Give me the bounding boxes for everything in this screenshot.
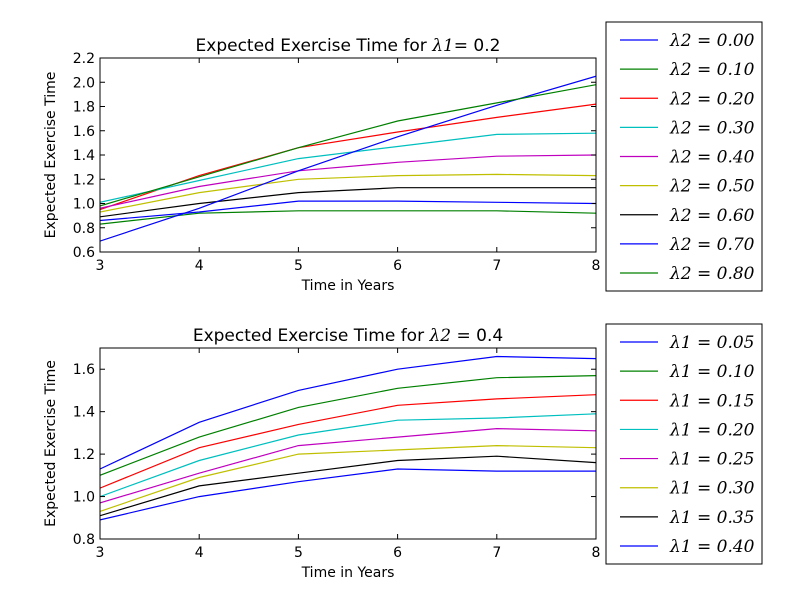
series-line-5 [100,154,596,209]
y-tick-label: 2.0 [73,75,95,91]
legend-entry-label: λ2 = 0.80 [669,264,755,284]
x-tick-label: 6 [393,545,402,561]
chart-title: Expected Exercise Time for λ2 = 0.4 [193,326,503,346]
legend-entry-label: λ1 = 0.35 [669,508,755,528]
x-tick-label: 8 [592,258,601,274]
legend-entry-label: λ2 = 0.70 [669,235,755,255]
y-tick-label: 1.6 [73,124,95,140]
x-tick-label: 4 [195,545,204,561]
y-tick-label: 1.4 [73,405,95,421]
legend-entry-label: λ1 = 0.05 [669,333,755,353]
legend-entry-label: λ2 = 0.00 [669,31,755,51]
x-tick-label: 4 [195,258,204,274]
series-line-1 [100,355,596,470]
series-line-4 [100,413,596,498]
y-tick-label: 1.2 [73,447,95,463]
x-tick-label: 3 [96,258,105,274]
legend-entry-label: λ1 = 0.30 [669,479,755,499]
y-axis-label: Expected Exercise Time [43,360,59,527]
x-axis-label: Time in Years [301,278,395,294]
series-line-2 [100,375,596,476]
legend: λ2 = 0.00 λ2 = 0.10 λ2 = 0.20 λ2 = 0.30 λ2 =… [605,21,763,292]
legend-entry-label: λ2 = 0.30 [669,118,755,138]
series-line-9 [100,84,596,207]
series-line-2 [100,210,596,225]
series-line-7 [100,455,596,517]
plot-frame [99,347,597,540]
y-tick-label: 0.8 [73,221,95,237]
y-tick-label: 1.0 [73,490,95,506]
legend-box [605,323,763,565]
chart-title: Expected Exercise Time for λ1= 0.2 [196,36,501,56]
legend-entry-label: λ2 = 0.10 [669,60,755,80]
x-tick-label: 7 [492,258,501,274]
y-axis-label: Expected Exercise Time [43,72,59,239]
legend-entry-label: λ1 = 0.40 [669,537,755,557]
plot-frame [99,57,597,253]
series-line-5 [100,427,596,504]
y-tick-label: 0.6 [73,245,95,261]
legend-entry-label: λ2 = 0.20 [669,89,755,109]
x-axis-label: Time in Years [301,565,395,581]
y-tick-label: 1.6 [73,362,95,378]
y-tick-label: 1.2 [73,172,95,188]
y-tick-label: 2.2 [73,51,95,67]
legend-entry-label: λ1 = 0.10 [669,362,755,382]
series-line-6 [100,173,596,213]
series-line-7 [100,187,596,218]
x-tick-label: 5 [294,545,303,561]
x-tick-label: 6 [393,258,402,274]
series-line-3 [100,103,596,211]
legend-entry-label: λ1 = 0.15 [669,391,755,411]
y-tick-label: 0.8 [73,532,95,548]
x-tick-label: 7 [492,545,501,561]
legend-entry-label: λ1 = 0.20 [669,420,755,440]
chart-panel-1: 3 4 5 6 7 8 0.6 0.8 1.0 1.2 1.4 1.6 1.8 2.0 2.2 Expecte… [43,21,763,294]
series-line-8 [100,75,596,242]
x-tick-label: 5 [294,258,303,274]
legend-entry-label: λ2 = 0.60 [669,206,755,226]
y-tick-label: 1.0 [73,197,95,213]
x-tick-label: 3 [96,545,105,561]
y-tick-label: 1.4 [73,148,95,164]
chart-panel-2: 3 4 5 6 7 8 0.8 1.0 1.2 1.4 1.6 Expected Exercise T… [43,323,763,581]
legend-entry-label: λ1 = 0.25 [669,450,755,470]
legend-entry-label: λ2 = 0.50 [669,177,755,197]
series-line-6 [100,444,596,512]
series-line-3 [100,394,596,489]
series-line-4 [100,132,596,203]
x-tick-label: 8 [592,545,601,561]
series-line-8 [100,468,596,521]
legend-entry-label: λ2 = 0.40 [669,148,755,168]
y-tick-label: 1.8 [73,100,95,116]
legend: λ1 = 0.05 λ1 = 0.10 λ1 = 0.15 λ1 = 0.20 λ1 =… [605,323,763,565]
